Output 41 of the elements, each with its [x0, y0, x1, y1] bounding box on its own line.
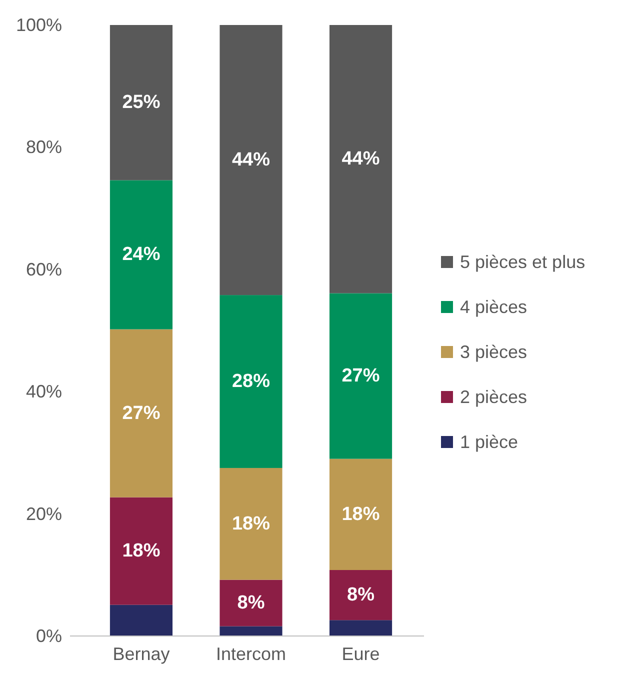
- bar: [329, 25, 392, 294]
- data-label: 28%: [232, 371, 270, 392]
- data-label: 27%: [342, 366, 380, 387]
- bar: [329, 458, 392, 570]
- y-tick-label: 20%: [26, 504, 62, 524]
- data-label: 8%: [237, 592, 265, 614]
- legend-label: 1 pièce: [460, 432, 518, 452]
- bar: [329, 570, 392, 620]
- bar: [110, 604, 173, 636]
- data-label: 18%: [232, 513, 270, 534]
- y-tick-label: 40%: [26, 382, 62, 402]
- bar: [329, 620, 392, 636]
- x-tick-label: Eure: [342, 644, 380, 664]
- bar: [220, 25, 282, 296]
- y-tick-label: 100%: [16, 15, 62, 35]
- data-label: 25%: [122, 92, 160, 114]
- legend-label: 2 pièces: [460, 387, 528, 407]
- bar: [110, 25, 173, 180]
- legend-label: 3 pièces: [460, 342, 528, 362]
- data-label: 27%: [122, 402, 160, 424]
- bar: [220, 580, 282, 626]
- data-label: 44%: [342, 148, 380, 170]
- data-label: 18%: [122, 540, 160, 562]
- y-tick-label: 0%: [36, 626, 62, 646]
- x-tick-label: Bernay: [112, 644, 170, 664]
- data-label: 18%: [342, 504, 380, 525]
- bar: [110, 180, 173, 330]
- bar: [220, 468, 282, 580]
- data-label: 8%: [347, 584, 375, 606]
- bar: [220, 295, 282, 468]
- legend-label: 4 pièces: [460, 297, 528, 317]
- x-tick-label: Intercom: [216, 644, 286, 664]
- bar: [220, 626, 282, 636]
- legend-label: 5 pièces et plus: [460, 252, 586, 272]
- y-tick-label: 60%: [26, 259, 62, 280]
- bar: [110, 497, 173, 605]
- data-label: 24%: [122, 244, 160, 266]
- data-label: 44%: [232, 150, 270, 171]
- bar: [110, 329, 173, 498]
- y-tick-label: 80%: [26, 137, 62, 158]
- bar: [329, 293, 392, 459]
